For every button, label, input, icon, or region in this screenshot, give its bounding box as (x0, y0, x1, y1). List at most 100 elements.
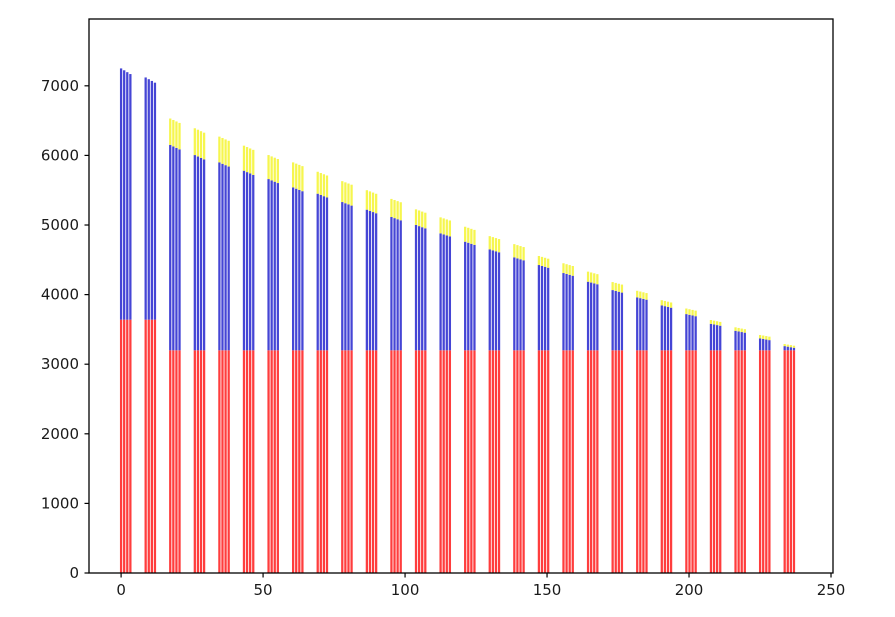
bar-segment-blue (737, 331, 740, 351)
bar-segment-blue (716, 325, 719, 351)
bar-segment-red (445, 350, 448, 573)
bar-segment-blue (414, 225, 418, 351)
bar-segment-blue (691, 315, 694, 351)
bar-segment-yellow (295, 163, 298, 189)
bar-segment-blue (193, 155, 196, 351)
bar-segment-blue (547, 267, 550, 351)
bar-segment-blue (660, 305, 663, 351)
bar-segment-red (147, 319, 150, 573)
bar-segment-blue (344, 203, 347, 351)
x-tick-label-200: 200 (675, 581, 704, 599)
bar-segment-red (522, 350, 525, 573)
bar-segment-yellow (792, 345, 796, 348)
bar-cluster (783, 344, 796, 573)
bar-segment-red (719, 350, 722, 573)
bar-segment-red (119, 319, 123, 573)
bar-segment-red (150, 319, 153, 573)
bar-segment-blue (617, 291, 620, 351)
bar-segment-yellow (316, 171, 319, 194)
bar-segment-yellow (169, 118, 172, 145)
bar-segment-blue (614, 290, 617, 351)
bar-segment-blue (365, 209, 368, 351)
bar-segment-red (762, 350, 765, 573)
bar-segment-red (543, 350, 547, 573)
bar-segment-blue (470, 243, 473, 351)
bar-segment-red (743, 350, 746, 573)
bar-segment-yellow (375, 193, 378, 214)
bar-segment-red (688, 350, 691, 573)
bar-segment-red (740, 350, 743, 573)
bar-segment-blue (227, 166, 230, 351)
bar-segment-red (464, 350, 467, 573)
bar-segment-yellow (666, 301, 670, 307)
bar-segment-blue (571, 275, 574, 351)
bar-segment-red (421, 350, 424, 573)
bar-segment-blue (540, 265, 544, 351)
bar-segment-yellow (513, 244, 516, 258)
bar-segment-red (153, 319, 157, 573)
bar-segment-yellow (199, 131, 203, 158)
bar-segment-blue (322, 196, 326, 351)
bar-segment-blue (568, 274, 571, 351)
bar-segment-red (350, 350, 353, 573)
axes-spines (88, 18, 834, 574)
bar-segment-blue (516, 258, 519, 351)
bar-segment-blue (762, 339, 765, 351)
bar-segment-yellow (663, 300, 667, 307)
bar-segment-yellow (786, 344, 789, 347)
bar-cluster (660, 300, 673, 573)
bar-cluster (119, 68, 132, 573)
bar-segment-red (694, 350, 697, 573)
bar-segment-blue (562, 273, 565, 351)
bar-segment-yellow (470, 228, 473, 244)
bar-segment-red (565, 350, 568, 573)
bar-segment-yellow (218, 136, 221, 163)
bar-segment-yellow (694, 310, 697, 317)
bar-segment-blue (123, 70, 126, 320)
x-tick-label-100: 100 (391, 581, 420, 599)
bar-segment-red (547, 350, 550, 573)
bar-segment-blue (719, 325, 722, 351)
bar-segment-red (660, 350, 663, 573)
bar-segment-yellow (737, 327, 740, 332)
bar-segment-yellow (424, 212, 427, 229)
bar-segment-yellow (593, 273, 596, 284)
bar-segment-red (639, 350, 642, 573)
bar-segment-yellow (743, 329, 746, 333)
x-tick-label-50: 50 (254, 581, 273, 599)
bar-segment-red (765, 350, 768, 573)
bar-cluster (390, 198, 402, 573)
bar-segment-red (666, 350, 670, 573)
bar-segment-yellow (562, 263, 565, 274)
bar-segment-yellow (291, 162, 295, 188)
bar-segment-blue (347, 204, 350, 351)
bar-segment-blue (611, 290, 614, 351)
bar-segment-blue (150, 80, 153, 320)
bar-segment-yellow (645, 293, 648, 300)
bar-segment-red (252, 350, 255, 573)
bar-segment-yellow (178, 122, 181, 150)
bar-cluster (242, 145, 255, 573)
bar-segment-yellow (768, 336, 771, 341)
bar-segment-red (737, 350, 740, 573)
bar-segment-yellow (590, 272, 593, 283)
bar-segment-yellow (783, 344, 786, 347)
bar-segment-red (178, 350, 181, 573)
bar-cluster (218, 136, 230, 573)
bar-segment-red (291, 350, 295, 573)
bar-cluster (636, 290, 648, 573)
bar-segment-blue (396, 219, 399, 351)
bar-segment-blue (371, 212, 375, 351)
bar-segment-red (202, 350, 206, 573)
bar-segment-blue (153, 82, 157, 320)
bar-segment-yellow (740, 328, 743, 333)
bar-cluster (267, 155, 279, 573)
bar-segment-red (786, 350, 789, 573)
bar-segment-red (537, 350, 541, 573)
bar-segment-red (685, 350, 688, 573)
bar-segment-yellow (758, 334, 762, 339)
bar-segment-red (267, 350, 270, 573)
bar-segment-yellow (252, 149, 255, 175)
bar-segment-yellow (221, 138, 224, 164)
